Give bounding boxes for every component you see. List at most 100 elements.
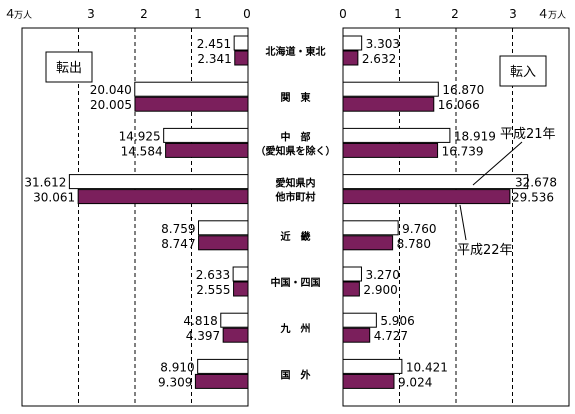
left-bar-h22-3 <box>77 189 249 205</box>
right-tick-0: 0 <box>339 7 347 21</box>
category-label-3-line-1: 他市町村 <box>275 191 316 204</box>
left-bar-h21-3 <box>68 174 249 190</box>
left-bar-h21-5 <box>232 266 249 282</box>
left-value-h21-4: 8.759 <box>161 222 195 236</box>
left-bar-h22-7 <box>194 373 249 389</box>
right-value-h22-2: 16.739 <box>442 144 484 158</box>
series-annotations: 平成21年 平成22年 <box>457 127 556 258</box>
right-tick-3: 3 <box>509 7 517 21</box>
category-label-0: 北海道・東北 <box>266 45 326 58</box>
left-value-h21-1: 20.040 <box>90 83 132 97</box>
right-tick-1: 1 <box>394 7 402 21</box>
right-value-h22-5: 2.900 <box>363 283 397 297</box>
left-bar-h22-0 <box>234 50 249 66</box>
left-bar-h22-1 <box>134 96 249 112</box>
left-value-h22-3: 30.061 <box>33 191 75 205</box>
right-value-h22-7: 9.024 <box>398 375 432 389</box>
left-bar-h21-0 <box>233 35 249 51</box>
right-bar-h22-6 <box>342 327 371 343</box>
left-bar-h22-2 <box>165 142 249 158</box>
annotation-h21: 平成21年 <box>500 127 556 142</box>
right-bar-h21-5 <box>342 266 362 282</box>
left-value-h21-6: 4.818 <box>183 314 217 328</box>
right-bar-h21-3 <box>342 174 529 190</box>
left-bar-h22-4 <box>198 235 249 251</box>
left-bar-h22-5 <box>233 281 249 297</box>
left-value-h21-0: 2.451 <box>197 37 231 51</box>
right-bar-h22-2 <box>342 142 439 158</box>
category-label-6: 九 州 <box>280 322 311 335</box>
left-bar-h22-6 <box>222 327 249 343</box>
category-label-2-line-0: 中 部 <box>281 130 311 143</box>
annotation-h22: 平成22年 <box>457 243 513 258</box>
right-bar-h21-6 <box>342 312 377 328</box>
right-tick-4: ４ <box>537 7 549 21</box>
right-value-h21-3: 32.678 <box>515 176 557 190</box>
right-bar-h21-2 <box>342 127 451 143</box>
left-tick-3: 3 <box>87 7 95 21</box>
right-bar-h22-7 <box>342 373 395 389</box>
right-value-h21-4: 9.760 <box>402 222 436 236</box>
left-tick-1: 1 <box>194 7 202 21</box>
right-panel-label-box <box>499 55 547 87</box>
right-bar-h22-5 <box>342 281 360 297</box>
category-label-3-line-0: 愛知県内 <box>276 177 316 190</box>
left-value-h21-2: 14.925 <box>119 129 161 143</box>
left-value-h22-6: 4.397 <box>186 329 220 343</box>
right-value-h21-1: 16.870 <box>442 83 484 97</box>
right-value-h22-3: 29.536 <box>512 191 554 205</box>
right-bar-h22-0 <box>342 50 359 66</box>
right-panel-label: 転入 <box>499 55 547 87</box>
category-label-2-line-1: （愛知県を除く） <box>256 144 336 157</box>
left-tick-2: 2 <box>140 7 148 21</box>
category-label-4: 近 畿 <box>281 230 311 243</box>
left-bar-h21-1 <box>134 81 249 97</box>
left-unit: 万人 <box>14 10 32 21</box>
right-value-h22-0: 2.632 <box>362 52 396 66</box>
left-value-h22-0: 2.341 <box>197 52 231 66</box>
annotation-leader-h22 <box>459 204 467 241</box>
left-value-h21-3: 31.612 <box>24 176 66 190</box>
annotation-leader-h21 <box>472 141 523 186</box>
right-bar-h22-4 <box>342 235 394 251</box>
right-axis: 0 1 2 3 ４ 万人 <box>339 7 566 21</box>
left-value-h22-1: 20.005 <box>90 98 132 112</box>
left-value-h22-4: 8.747 <box>161 237 195 251</box>
right-unit: 万人 <box>548 10 566 21</box>
left-bar-h21-2 <box>163 127 249 143</box>
right-value-h21-2: 18.919 <box>454 129 496 143</box>
right-bar-h21-4 <box>342 220 399 236</box>
category-label-5: 中国・四国 <box>271 276 321 289</box>
right-tick-2: 2 <box>451 7 459 21</box>
left-value-h21-5: 2.633 <box>196 268 230 282</box>
right-value-h22-6: 4.727 <box>374 329 408 343</box>
category-label-1: 関 東 <box>281 91 311 104</box>
right-value-h21-5: 3.270 <box>365 268 399 282</box>
right-value-h21-7: 10.421 <box>406 360 448 374</box>
left-value-h21-7: 8.910 <box>160 360 194 374</box>
right-panel-label-text: 転入 <box>510 65 536 80</box>
left-panel-label: 転出 <box>45 51 93 83</box>
left-value-h22-5: 2.555 <box>196 283 230 297</box>
left-bar-h21-7 <box>197 358 249 374</box>
left-axis: ４ 万人 3 2 1 0 <box>4 7 251 21</box>
left-bar-h21-6 <box>220 312 249 328</box>
right-value-h22-4: 8.780 <box>397 237 431 251</box>
left-value-h22-2: 14.584 <box>121 144 163 158</box>
left-panel-label-text: 転出 <box>56 61 82 76</box>
right-value-h22-1: 16.066 <box>438 98 480 112</box>
left-panel-label-box <box>45 51 93 83</box>
right-bar-h22-1 <box>342 96 435 112</box>
right-value-h21-0: 3.303 <box>366 37 400 51</box>
right-bar-h21-7 <box>342 358 403 374</box>
left-tick-4: ４ <box>4 7 16 21</box>
left-value-h22-7: 9.309 <box>158 375 192 389</box>
left-bar-h21-4 <box>198 220 249 236</box>
right-bar-h21-0 <box>342 35 363 51</box>
bars <box>68 35 529 389</box>
right-bar-h21-1 <box>342 81 439 97</box>
value-labels: 2.451 3.303 2.341 2.632 20.040 16.870 20.005 16… <box>24 37 557 389</box>
category-label-7: 国 外 <box>281 368 311 381</box>
